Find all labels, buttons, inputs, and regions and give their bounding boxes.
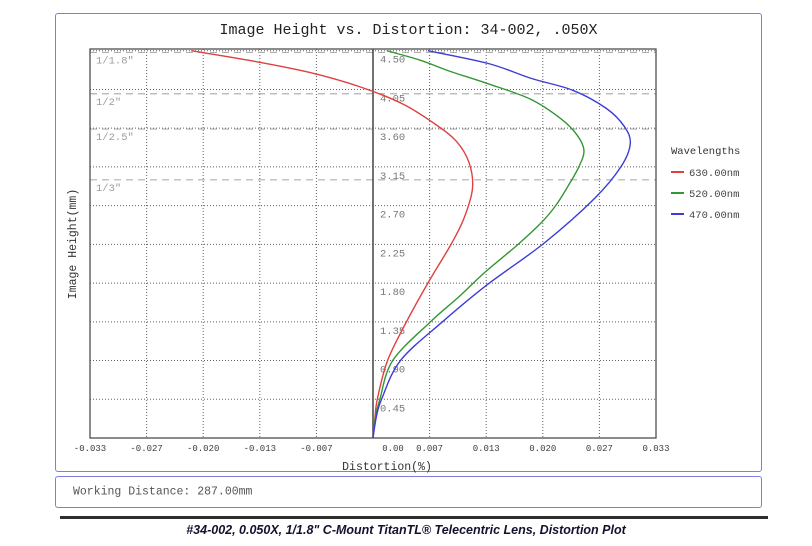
legend-entry-label: 520.00nm [689,189,740,201]
y-tick-label: 2.70 [380,210,405,222]
caption: #34-002, 0.050X, 1/1.8" C-Mount TitanTL®… [186,523,626,537]
x-axis-title: Distortion(%) [342,461,432,473]
x-tick-label: 0.020 [529,444,556,454]
working-distance-text: Working Distance: 287.00mm [73,485,253,499]
legend: Wavelengths 630.00nm 520.00nm 470.00nm [671,146,740,231]
working-distance-box: Working Distance: 287.00mm [55,476,762,508]
x-tick-label: -0.013 [244,444,276,454]
x-tick-label: 0.007 [416,444,443,454]
x-tick-label: 0.00 [382,444,404,454]
x-tick-label: -0.027 [130,444,162,454]
y-tick-label: 3.60 [380,132,405,144]
legend-swatch-icon [671,171,684,173]
x-tick-label: -0.033 [74,444,106,454]
legend-entry-label: 630.00nm [689,168,740,180]
legend-title: Wavelengths [671,146,741,158]
divider-line [60,516,768,519]
y-tick-label: 2.25 [380,248,405,260]
distortion-plot: -0.033 -0.027 -0.020 -0.013 -0.007 0.00 0.007 0… [67,48,670,473]
x-tick-label: 0.027 [586,444,613,454]
legend-entry-label: 470.00nm [689,210,740,222]
legend-entries: 630.00nm 520.00nm 470.00nm [671,168,740,222]
legend-swatch-icon [671,192,684,194]
distortion-chart-panel: Image Height vs. Distortion: 34-002, .05… [55,13,762,473]
curve-470.00nm [372,50,632,439]
sensor-format-label: 1/3" [96,183,121,195]
y-tick-label: 4.50 [380,55,405,67]
legend-entry-470.00nm: 470.00nm [671,210,740,222]
y-tick-label: 0.45 [380,403,405,415]
x-tick-label: -0.020 [187,444,219,454]
x-tick-label: 0.013 [473,444,500,454]
y-axis-title: Image Height(mm) [67,189,80,299]
x-tick-label: -0.007 [300,444,332,454]
sensor-format-label: 1/2.5" [96,132,134,144]
curve-630.00nm [191,50,474,439]
x-tick-label: 0.033 [642,444,669,454]
legend-entry-520.00nm: 520.00nm [671,189,740,201]
legend-swatch-icon [671,213,684,215]
y-tick-label: 3.15 [380,171,405,183]
sensor-format-label: 1/2" [96,97,121,109]
curve-520.00nm [372,50,585,439]
chart-title: Image Height vs. Distortion: 34-002, .05… [219,22,598,39]
y-tick-label: 1.80 [380,287,405,299]
sensor-format-label: 1/1.8" [96,55,134,67]
legend-entry-630.00nm: 630.00nm [671,168,740,180]
